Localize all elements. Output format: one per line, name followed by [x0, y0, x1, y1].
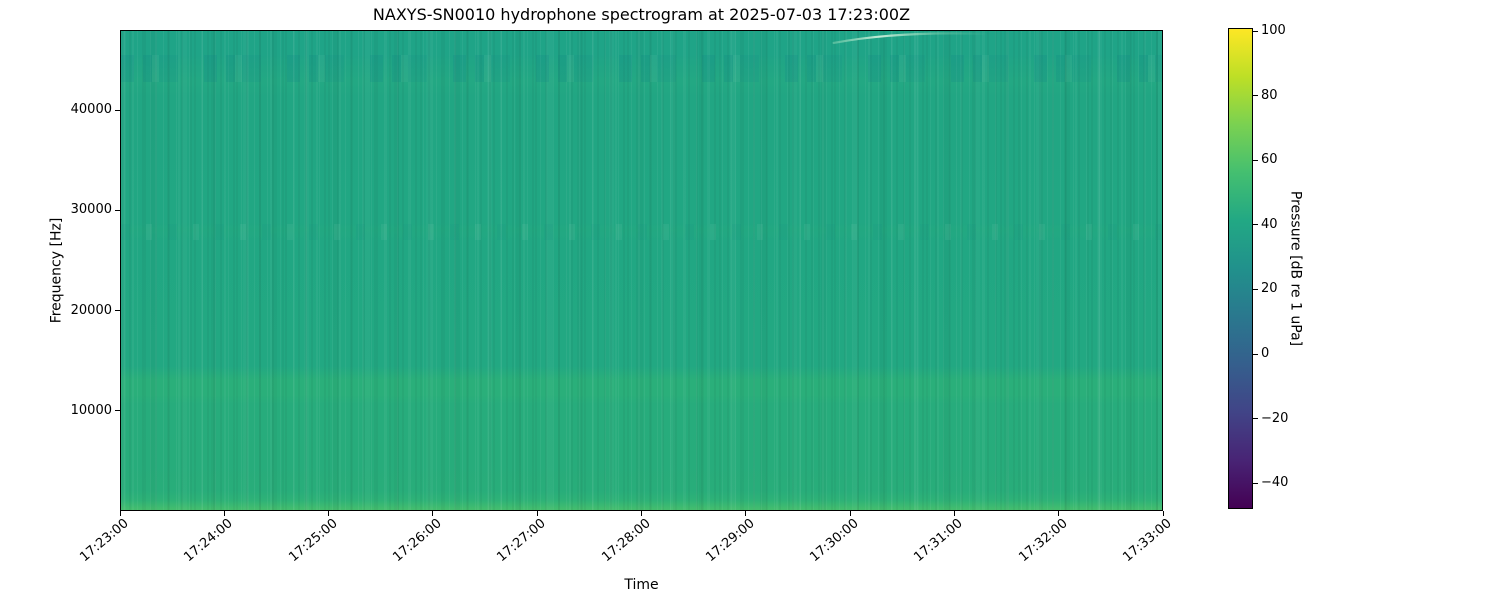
colorbar-tick [1253, 159, 1258, 161]
x-tick [1058, 511, 1060, 516]
y-tick [115, 109, 120, 111]
colorbar-tick [1253, 224, 1258, 226]
colorbar-tick-label: −40 [1261, 475, 1289, 491]
mottle-band-27khz [121, 224, 1162, 240]
chart-title: NAXYS-SN0010 hydrophone spectrogram at 2… [372, 5, 911, 24]
colorbar-tick [1253, 95, 1258, 97]
x-tick-label: 17:27:00 [494, 516, 549, 566]
x-tick [328, 511, 330, 516]
y-tick-label: 30000 [70, 202, 112, 218]
y-axis-label: Frequency [Hz] [48, 217, 65, 324]
colorbar-tick-label: 60 [1261, 152, 1278, 168]
colorbar-tick-label: 100 [1261, 23, 1286, 39]
x-tick-label: 17:33:00 [1120, 516, 1175, 566]
x-tick [953, 511, 955, 516]
x-tick-label: 17:30:00 [807, 516, 862, 566]
y-tick-label: 40000 [70, 102, 112, 118]
whistle-arc [832, 32, 989, 45]
y-tick [115, 209, 120, 211]
y-tick [115, 410, 120, 412]
colorbar-tick-label: 20 [1261, 281, 1278, 297]
x-tick-label: 17:25:00 [285, 516, 341, 566]
x-tick [536, 511, 538, 516]
x-tick [1162, 511, 1164, 516]
x-tick [223, 511, 225, 516]
colorbar-tick-label: 0 [1261, 346, 1270, 362]
x-tick [849, 511, 851, 516]
colorbar-tick [1253, 30, 1258, 32]
colorbar-tick-label: 80 [1261, 87, 1278, 103]
x-tick-label: 17:23:00 [77, 516, 132, 566]
y-tick [115, 310, 120, 312]
colorbar [1228, 28, 1253, 509]
colorbar-tick [1253, 288, 1258, 290]
x-tick-label: 17:29:00 [703, 516, 758, 566]
colorbar-tick-label: 40 [1261, 216, 1278, 232]
x-tick [641, 511, 642, 516]
colorbar-tick [1253, 353, 1258, 355]
x-tick-label: 17:31:00 [911, 516, 967, 566]
mottle-band-44khz [121, 55, 1162, 82]
x-tick-label: 17:28:00 [598, 516, 654, 566]
colorbar-tick [1253, 482, 1258, 484]
x-tick [119, 511, 121, 516]
x-axis-label: Time [624, 577, 659, 593]
colorbar-tick-label: −20 [1261, 410, 1289, 426]
spectrogram-heatmap [120, 30, 1163, 511]
x-tick-label: 17:26:00 [390, 516, 445, 566]
colorbar-tick [1253, 418, 1258, 420]
y-tick-label: 10000 [70, 402, 112, 418]
x-tick [745, 511, 747, 516]
y-tick-label: 20000 [70, 302, 112, 318]
x-tick [432, 511, 434, 516]
x-tick-label: 17:32:00 [1015, 516, 1071, 566]
x-tick-label: 17:24:00 [181, 516, 236, 566]
